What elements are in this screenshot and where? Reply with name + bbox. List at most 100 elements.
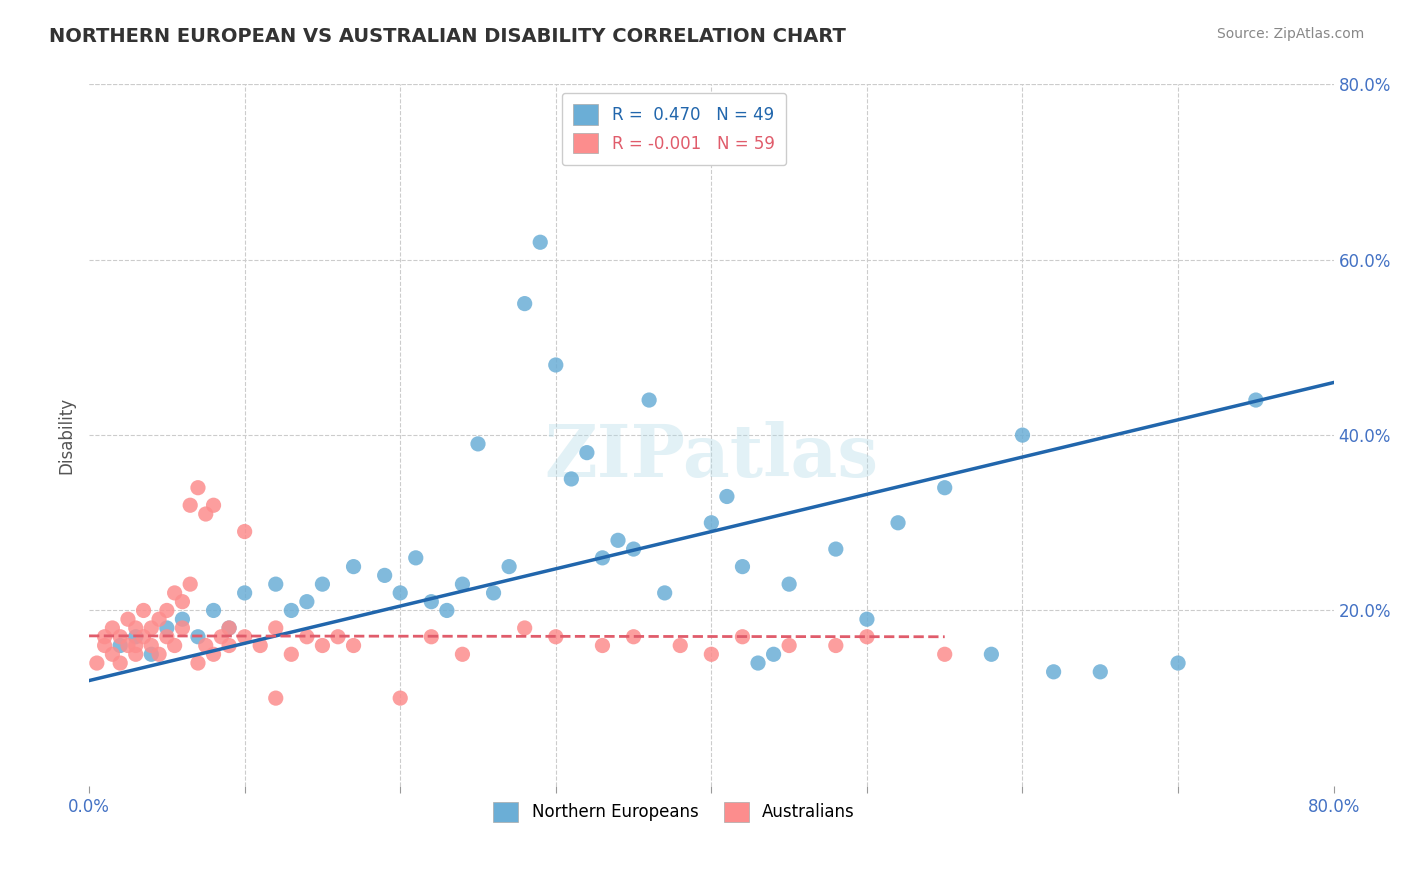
- Point: [980, 648, 1002, 662]
- Point: [1011, 428, 1033, 442]
- Point: [700, 516, 723, 530]
- Point: [560, 472, 582, 486]
- Point: [125, 630, 148, 644]
- Point: [420, 630, 443, 644]
- Point: [295, 595, 318, 609]
- Point: [218, 639, 240, 653]
- Point: [280, 603, 302, 617]
- Point: [264, 621, 287, 635]
- Point: [179, 577, 201, 591]
- Point: [209, 630, 232, 644]
- Point: [141, 621, 163, 635]
- Point: [218, 621, 240, 635]
- Point: [762, 648, 785, 662]
- Point: [148, 612, 170, 626]
- Point: [264, 691, 287, 706]
- Point: [1167, 656, 1189, 670]
- Point: [202, 603, 225, 617]
- Point: [1244, 392, 1267, 407]
- Point: [93, 630, 115, 644]
- Point: [187, 656, 209, 670]
- Point: [311, 639, 333, 653]
- Point: [125, 639, 148, 653]
- Point: [638, 392, 661, 407]
- Point: [179, 498, 201, 512]
- Point: [141, 648, 163, 662]
- Point: [405, 550, 427, 565]
- Point: [141, 639, 163, 653]
- Point: [295, 630, 318, 644]
- Point: [513, 296, 536, 310]
- Point: [607, 533, 630, 548]
- Point: [731, 630, 754, 644]
- Legend: Northern Europeans, Australians: Northern Europeans, Australians: [482, 790, 866, 833]
- Point: [342, 639, 364, 653]
- Point: [125, 648, 148, 662]
- Point: [156, 621, 179, 635]
- Point: [934, 648, 956, 662]
- Point: [856, 612, 879, 626]
- Text: Source: ZipAtlas.com: Source: ZipAtlas.com: [1216, 27, 1364, 41]
- Point: [856, 630, 879, 644]
- Point: [716, 490, 738, 504]
- Point: [544, 630, 567, 644]
- Point: [125, 621, 148, 635]
- Point: [591, 550, 613, 565]
- Point: [233, 524, 256, 539]
- Point: [887, 516, 910, 530]
- Point: [163, 586, 186, 600]
- Point: [194, 639, 217, 653]
- Point: [513, 621, 536, 635]
- Point: [778, 577, 800, 591]
- Point: [233, 630, 256, 644]
- Point: [623, 630, 645, 644]
- Point: [311, 577, 333, 591]
- Text: ZIPatlas: ZIPatlas: [544, 421, 879, 491]
- Point: [280, 648, 302, 662]
- Point: [529, 235, 551, 250]
- Point: [117, 612, 139, 626]
- Point: [654, 586, 676, 600]
- Y-axis label: Disability: Disability: [58, 397, 75, 474]
- Point: [467, 437, 489, 451]
- Point: [156, 630, 179, 644]
- Point: [731, 559, 754, 574]
- Point: [824, 542, 846, 557]
- Point: [747, 656, 769, 670]
- Point: [156, 603, 179, 617]
- Point: [218, 621, 240, 635]
- Point: [1042, 665, 1064, 679]
- Point: [264, 577, 287, 591]
- Point: [342, 559, 364, 574]
- Point: [172, 621, 194, 635]
- Point: [172, 612, 194, 626]
- Point: [700, 648, 723, 662]
- Point: [108, 630, 131, 644]
- Point: [86, 656, 108, 670]
- Point: [420, 595, 443, 609]
- Point: [824, 639, 846, 653]
- Point: [163, 639, 186, 653]
- Point: [202, 648, 225, 662]
- Point: [778, 639, 800, 653]
- Point: [623, 542, 645, 557]
- Point: [202, 498, 225, 512]
- Point: [451, 577, 474, 591]
- Point: [389, 586, 412, 600]
- Point: [172, 595, 194, 609]
- Point: [374, 568, 396, 582]
- Point: [934, 481, 956, 495]
- Point: [591, 639, 613, 653]
- Point: [132, 603, 155, 617]
- Point: [93, 639, 115, 653]
- Point: [575, 445, 598, 459]
- Point: [194, 507, 217, 521]
- Point: [482, 586, 505, 600]
- Point: [101, 621, 124, 635]
- Point: [148, 648, 170, 662]
- Point: [451, 648, 474, 662]
- Point: [233, 586, 256, 600]
- Point: [187, 481, 209, 495]
- Point: [108, 656, 131, 670]
- Point: [326, 630, 349, 644]
